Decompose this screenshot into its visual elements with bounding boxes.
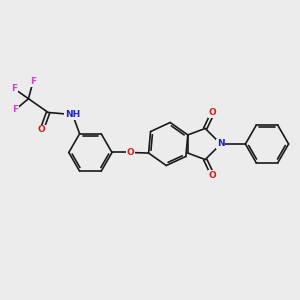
Text: O: O — [127, 148, 134, 157]
Text: F: F — [11, 84, 17, 93]
Text: NH: NH — [65, 110, 80, 119]
Text: O: O — [38, 125, 46, 134]
Text: F: F — [12, 105, 18, 114]
Text: N: N — [217, 140, 225, 148]
Text: O: O — [209, 108, 217, 117]
Text: O: O — [209, 171, 217, 180]
Text: F: F — [30, 77, 36, 86]
